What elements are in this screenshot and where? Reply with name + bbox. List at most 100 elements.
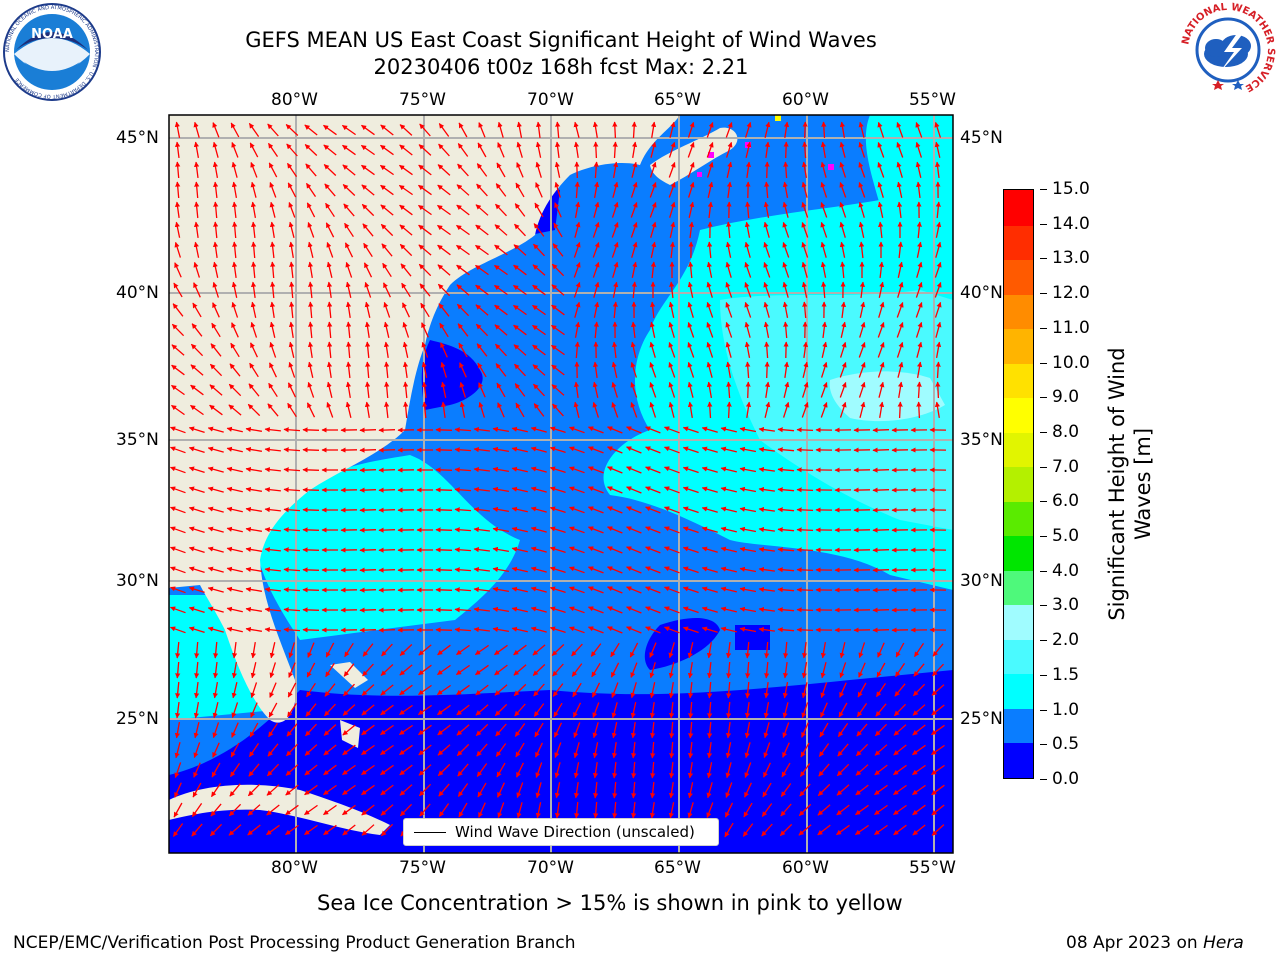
wave-direction-arrow [739,526,757,533]
wave-direction-arrow [607,546,623,554]
wave-direction-arrow [212,122,220,138]
wave-direction-arrow [418,204,432,216]
wave-direction-arrow [820,141,827,159]
wave-direction-arrow [513,344,527,356]
wave-direction-arrow [916,361,923,379]
wave-direction-arrow [283,567,301,573]
wave-direction-arrow [533,223,545,237]
wave-direction-arrow [915,161,922,178]
wave-direction-arrow [630,382,638,398]
wave-direction-arrow [288,341,295,358]
colorbar-label-line-1: Significant Height of Wind [1105,347,1129,621]
wave-direction-arrow [170,466,186,474]
wave-direction-arrow [231,142,239,158]
noaa-logo: NATIONAL OCEANIC AND ATMOSPHERIC ADMINIS… [3,3,101,101]
wave-direction-arrow [418,263,432,277]
wave-direction-arrow [175,141,181,158]
wave-direction-arrow [682,446,699,454]
wave-direction-arrow [226,486,243,493]
wave-direction-arrow [533,403,545,417]
wave-direction-arrow [496,162,506,178]
wave-direction-arrow [342,144,356,156]
wave-direction-arrow [758,526,775,533]
wave-direction-arrow [549,586,566,594]
wave-direction-arrow [476,163,488,177]
wave-direction-arrow [269,201,276,218]
colorbar-tick-label: 10.0 [1052,352,1090,373]
wave-direction-arrow [478,382,486,398]
wave-direction-arrow [664,466,680,474]
wave-direction-arrow [796,547,814,553]
wave-direction-arrow [555,121,561,139]
wave-direction-arrow [418,164,432,176]
wave-direction-arrow [839,161,847,178]
wave-direction-arrow [573,381,580,398]
colorbar-tick-label: 0.5 [1052,734,1080,755]
wave-direction-arrow [454,447,472,453]
wave-direction-arrow [687,142,695,158]
wave-direction-arrow [477,142,487,158]
wave-direction-arrow [763,241,771,258]
wave-direction-arrow [859,241,865,259]
wave-direction-arrow [796,507,814,513]
wave-direction-arrow [378,487,396,493]
wave-direction-arrow [839,362,847,378]
wave-direction-arrow [593,281,600,298]
wave-direction-arrow [588,486,604,494]
wave-direction-arrow [872,627,890,633]
wave-direction-arrow [516,162,524,178]
wave-direction-arrow [649,321,656,338]
wave-direction-arrow [782,301,789,319]
wave-direction-arrow [645,506,661,514]
wind-wave-arrows [170,121,947,839]
wave-direction-arrow [782,401,790,418]
wave-direction-arrow [858,201,865,218]
wave-direction-arrow [682,546,699,554]
wave-zone-0-0.5m-south [169,670,953,853]
wave-direction-arrow [701,566,718,573]
wave-direction-arrow [343,203,355,217]
wave-direction-arrow [207,546,224,553]
wave-direction-arrow [706,361,713,378]
wave-direction-arrow [877,342,885,358]
wave-direction-arrow [207,506,224,513]
lon-label-bottom: 60°W [782,858,829,878]
wave-direction-arrow [232,642,238,659]
wave-direction-arrow [302,627,320,633]
wave-direction-arrow [649,202,657,218]
wave-direction-arrow [457,323,469,337]
wave-direction-arrow [207,606,224,613]
wave-direction-arrow [574,161,580,179]
wave-direction-arrow [687,361,695,378]
wave-direction-arrow [707,201,713,218]
wave-direction-arrow [682,506,699,514]
wave-direction-arrow [172,303,184,317]
wave-direction-arrow [573,281,581,298]
wave-direction-arrow [916,221,922,239]
wave-direction-arrow [777,427,795,433]
wave-direction-arrow [535,182,543,198]
wave-direction-arrow [664,566,680,574]
wave-direction-arrow [384,381,390,399]
wave-direction-arrow [896,122,904,138]
wave-direction-arrow [264,527,281,533]
wave-direction-arrow [688,221,694,238]
wave-direction-arrow [552,243,564,257]
wave-direction-arrow [782,221,790,238]
wave-direction-arrow [283,427,301,433]
wave-direction-arrow [877,201,884,218]
wave-direction-arrow [402,302,410,318]
wave-direction-arrow [473,487,490,493]
wave-direction-arrow [418,144,432,156]
wave-direction-arrow [456,204,470,216]
wave-direction-arrow [492,546,510,553]
wave-direction-arrow [418,224,432,236]
wave-direction-arrow [226,446,243,453]
wave-direction-arrow [194,181,200,199]
wave-direction-arrow [934,401,941,419]
wave-direction-arrow [231,261,238,278]
wave-direction-arrow [682,526,699,534]
wave-direction-arrow [549,506,566,514]
wave-direction-arrow [458,342,468,358]
colorbar-tick-label: 1.5 [1052,664,1080,685]
